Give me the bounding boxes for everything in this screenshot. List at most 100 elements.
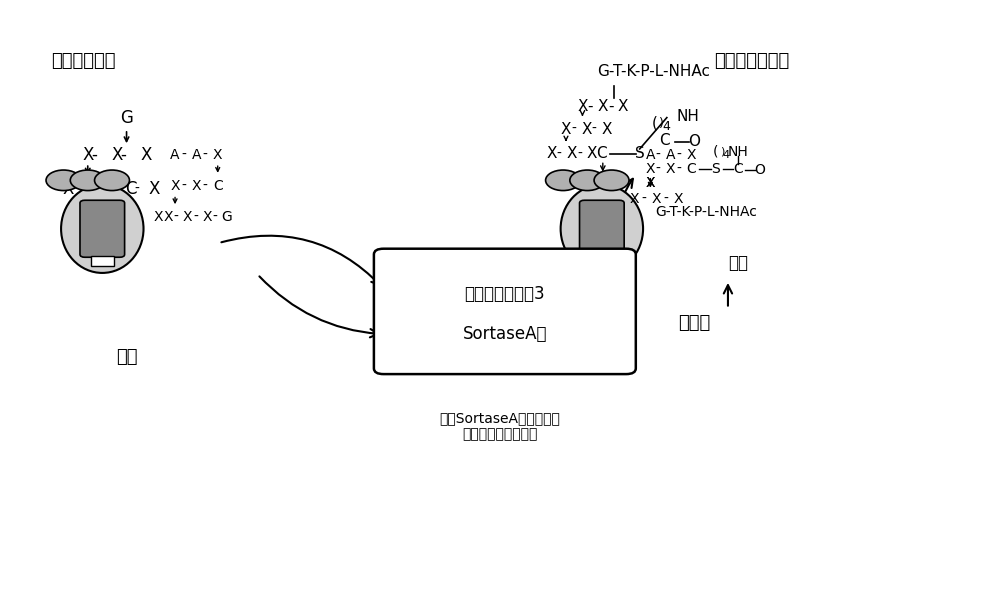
FancyBboxPatch shape [80, 200, 125, 257]
Text: X: X [82, 146, 93, 164]
Text: X: X [164, 211, 173, 224]
Text: 4: 4 [662, 119, 670, 133]
FancyBboxPatch shape [374, 249, 636, 374]
Text: O: O [688, 134, 700, 149]
Text: X: X [202, 211, 212, 224]
Text: X: X [561, 121, 571, 136]
Circle shape [570, 170, 605, 191]
Text: -: - [676, 162, 681, 176]
Text: -: - [656, 148, 661, 161]
Bar [590, 256, 613, 266]
Text: C: C [125, 180, 136, 198]
Ellipse shape [61, 185, 144, 273]
Text: X: X [213, 148, 222, 161]
Text: -: - [88, 182, 93, 196]
Text: G-T-K-P-L-NHAc: G-T-K-P-L-NHAc [655, 205, 757, 218]
Text: C: C [597, 146, 607, 161]
Text: 单环肽: 单环肽 [678, 314, 710, 332]
Text: X: X [183, 211, 192, 224]
Text: 筛选: 筛选 [728, 254, 748, 272]
Text: X: X [577, 98, 588, 114]
Text: X: X [666, 162, 675, 176]
Circle shape [95, 170, 129, 191]
Text: C: C [213, 179, 223, 193]
Text: (: ( [713, 145, 718, 159]
Circle shape [46, 170, 81, 191]
Text: X: X [618, 98, 628, 114]
Text: -: - [181, 179, 186, 193]
Text: -: - [92, 146, 97, 164]
Text: NH: NH [727, 145, 748, 159]
Text: X: X [587, 146, 597, 161]
Text: -: - [571, 122, 576, 136]
Text: ): ) [720, 147, 724, 157]
Text: -: - [203, 148, 208, 161]
Text: X: X [148, 180, 159, 198]
Text: X: X [598, 176, 608, 191]
Ellipse shape [561, 185, 643, 273]
Text: C: C [660, 133, 670, 148]
Text: -: - [557, 146, 562, 161]
Text: 4: 4 [722, 149, 730, 160]
Text: -: - [641, 191, 646, 206]
Text: -: - [656, 162, 661, 176]
Text: X: X [567, 146, 577, 161]
Text: X: X [686, 148, 696, 161]
Text: C: C [733, 162, 743, 176]
Text: X: X [674, 191, 683, 206]
Text: X: X [546, 146, 557, 161]
Text: 噬菌体多肽库: 噬菌体多肽库 [51, 52, 115, 70]
Text: -: - [135, 182, 140, 196]
Text: ): ) [659, 117, 663, 130]
Text: NH: NH [677, 109, 699, 124]
Text: -: - [592, 122, 597, 136]
Text: X: X [646, 176, 655, 190]
Text: G: G [120, 109, 133, 127]
Text: X: X [101, 180, 113, 198]
Text: A: A [666, 148, 675, 161]
Text: G-T-K-P-L-NHAc: G-T-K-P-L-NHAc [597, 64, 710, 79]
Text: -: - [203, 179, 208, 193]
Text: 多肽: 多肽 [116, 348, 137, 366]
Text: X: X [63, 180, 74, 198]
Circle shape [546, 170, 581, 191]
Text: X: X [140, 146, 152, 164]
Text: O: O [755, 163, 765, 177]
Text: X: X [111, 146, 123, 164]
Text: -: - [663, 191, 668, 206]
Text: -: - [587, 98, 593, 114]
Text: X: X [79, 180, 91, 198]
Text: -: - [174, 211, 178, 224]
Text: X: X [192, 179, 201, 193]
Text: G: G [221, 211, 232, 224]
Text: X: X [629, 191, 639, 206]
Text: X: X [646, 176, 655, 190]
Text: (: ( [651, 116, 657, 131]
Text: X: X [154, 211, 163, 224]
Text: A: A [170, 148, 180, 161]
Text: -: - [112, 182, 116, 196]
Text: A: A [646, 148, 655, 161]
Text: -: - [577, 146, 582, 161]
Text: -: - [212, 211, 217, 224]
Text: X: X [646, 162, 655, 176]
Text: -: - [608, 98, 613, 114]
Text: A: A [192, 148, 201, 161]
Circle shape [594, 170, 629, 191]
Circle shape [70, 170, 105, 191]
Text: 含氯乙酰基多肽3: 含氯乙酰基多肽3 [465, 286, 545, 304]
Text: SortaseA酶: SortaseA酶 [463, 325, 547, 343]
Text: -: - [676, 148, 681, 161]
Bar [91, 256, 114, 266]
Text: S: S [635, 146, 645, 161]
FancyBboxPatch shape [580, 200, 624, 257]
Text: -: - [121, 146, 127, 164]
Text: 基于SortaseA酶催化的多
肽连接与侧链单环化: 基于SortaseA酶催化的多 肽连接与侧链单环化 [440, 411, 560, 442]
Text: -: - [193, 211, 198, 224]
Text: X: X [651, 191, 661, 206]
Text: C: C [686, 162, 696, 176]
Text: X: X [601, 121, 612, 136]
Text: -: - [181, 148, 186, 161]
Text: 噬菌体单环肽库: 噬菌体单环肽库 [715, 52, 790, 70]
Text: X: X [598, 98, 608, 114]
